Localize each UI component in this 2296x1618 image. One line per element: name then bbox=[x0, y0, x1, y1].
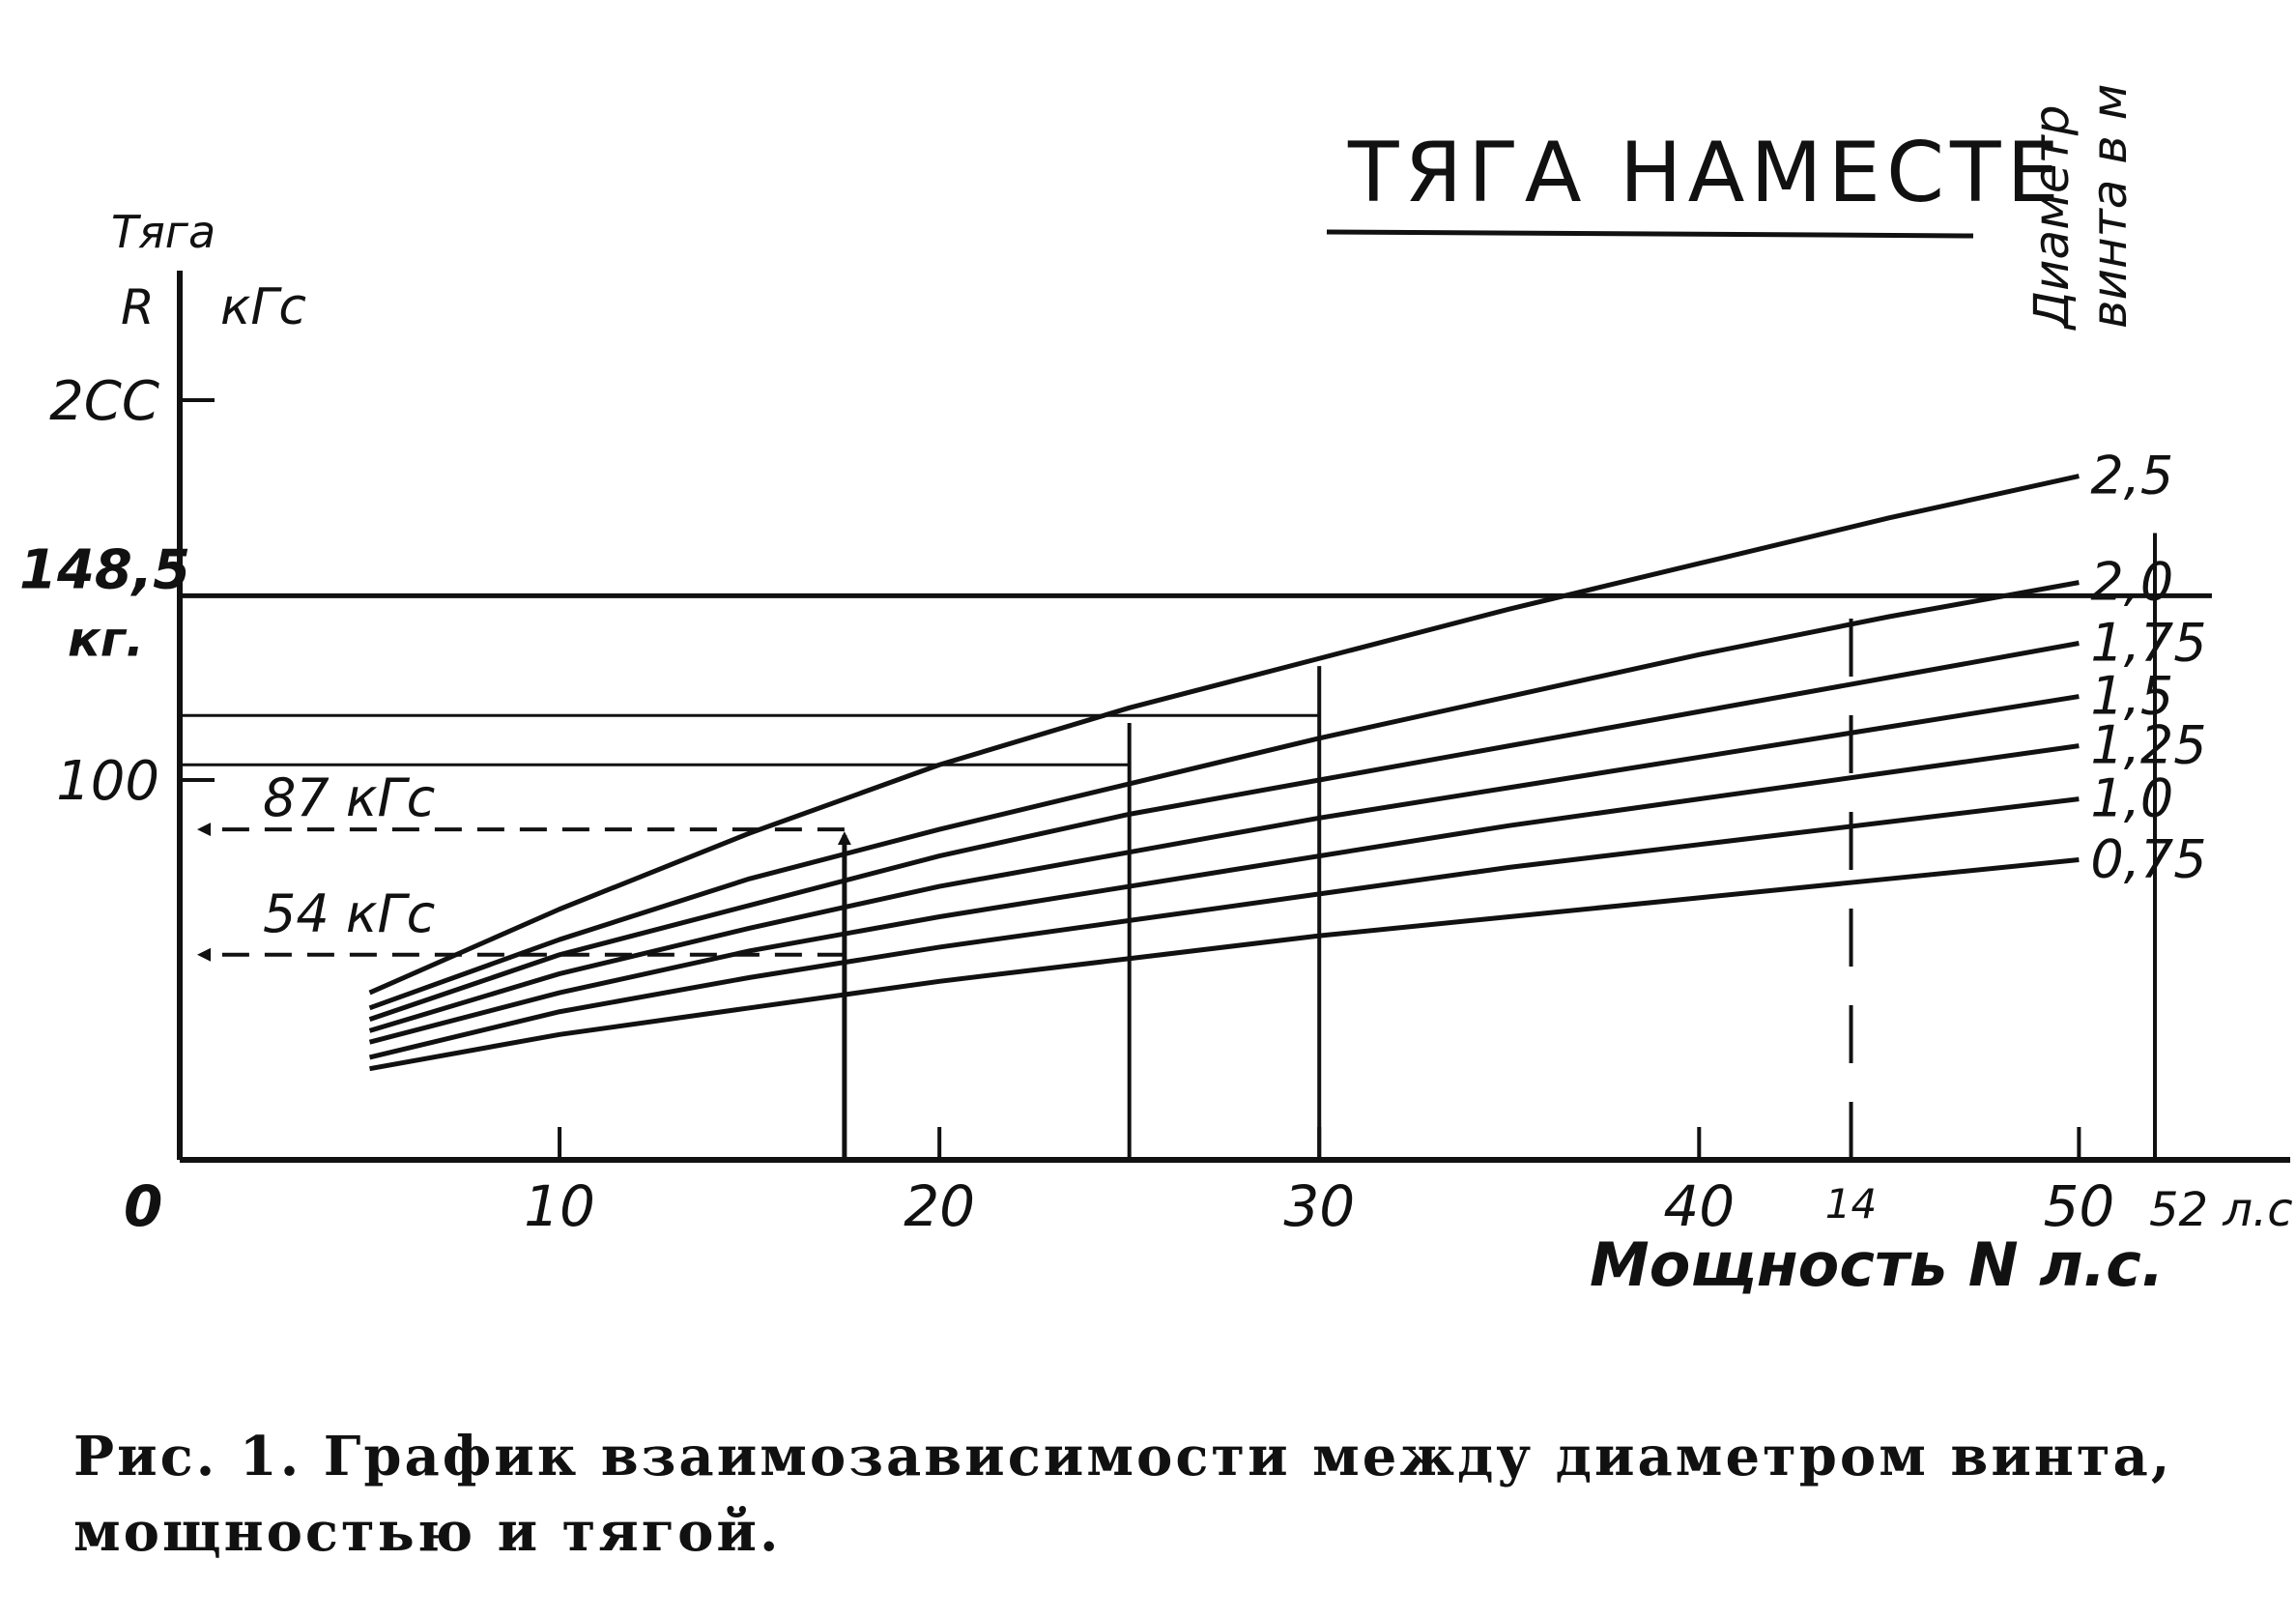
series-line-4 bbox=[368, 743, 2080, 1045]
series-line-1 bbox=[368, 580, 2080, 1011]
series-label-3: 1,5 bbox=[2090, 666, 2173, 727]
series-label-2: 1,75 bbox=[2090, 613, 2206, 674]
series-labels: 2,5 2,01,751,51,251,00,75 bbox=[2090, 446, 2206, 890]
series-line-2 bbox=[368, 641, 2080, 1022]
y-tick-label-0: 100 bbox=[56, 750, 159, 813]
series-label-0: 2,5 bbox=[2090, 446, 2173, 506]
chart-title: ТЯГА НАМЕСТЕ bbox=[1347, 125, 2065, 221]
y-axis-unit: кГс bbox=[220, 278, 306, 336]
x-tick-label-1: 20 bbox=[904, 1173, 975, 1239]
y-axis-label: Тяга bbox=[111, 206, 215, 258]
series-label-1: 2,0 bbox=[2090, 552, 2173, 613]
x-tick-label-0: 10 bbox=[524, 1173, 595, 1239]
x-extra-label: 14 bbox=[1825, 1180, 1877, 1228]
series-line-6 bbox=[369, 857, 2080, 1072]
x-tick-label-3: 40 bbox=[1663, 1173, 1735, 1239]
x-origin-label: 0 bbox=[124, 1173, 162, 1239]
series-lines bbox=[368, 474, 2080, 1072]
legend-title-line1: Диаметр bbox=[2023, 104, 2080, 331]
y-axis-symbol: R bbox=[121, 279, 155, 335]
legend-title-line2: винта в м bbox=[2081, 84, 2138, 329]
caption-line2: мощностью и тягой. bbox=[73, 1500, 782, 1564]
title-underline bbox=[1326, 229, 1974, 239]
series-line-0 bbox=[368, 474, 2080, 996]
x-tick-label-4: 50 bbox=[2043, 1173, 2114, 1239]
reference-lines: 148,5 кг. 87 кГс 54 кГс bbox=[19, 533, 2212, 1160]
x-axis-label: Мощность N л.с. bbox=[1590, 1229, 2164, 1300]
x-tick-label-5: 52 л.с bbox=[2149, 1183, 2293, 1237]
figure-caption: Рис. 1. График взаимозависимости между д… bbox=[73, 1419, 2199, 1570]
caption-line1: Рис. 1. График взаимозависимости между д… bbox=[73, 1425, 2173, 1488]
y-tick-label-1: 2СС bbox=[49, 370, 159, 433]
reference-label-4: 54 кГс bbox=[263, 883, 435, 944]
series-label-4: 1,25 bbox=[2090, 715, 2206, 776]
reference-label-unit-0: кг. bbox=[68, 611, 144, 667]
x-tick-label-2: 30 bbox=[1283, 1173, 1355, 1239]
series-line-5 bbox=[368, 796, 2080, 1060]
reference-label-value-0: 148,5 bbox=[19, 538, 190, 601]
reference-label-3: 87 кГс bbox=[263, 767, 435, 828]
series-label-6: 0,75 bbox=[2090, 829, 2206, 890]
series-label-5: 1,0 bbox=[2090, 768, 2173, 829]
series-line-3 bbox=[368, 694, 2080, 1033]
tick-labels: 100 2СС 10 20 30 40 50 52 л.с 14 bbox=[49, 370, 2293, 1239]
